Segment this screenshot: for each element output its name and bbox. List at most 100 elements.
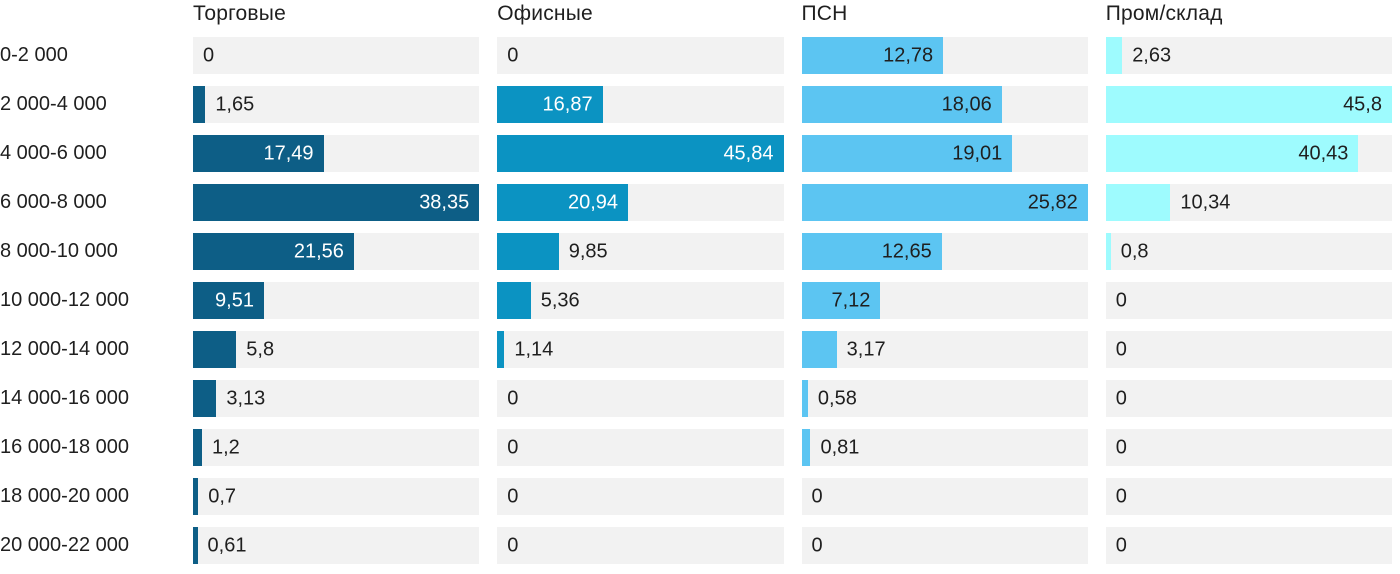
bar-value-label: 38,35 <box>419 191 470 213</box>
chart-row: 6 000-8 000 38,35 20,94 25,82 10,34 <box>0 184 1400 221</box>
bar <box>801 135 1013 172</box>
bar <box>1105 37 1123 74</box>
chart-row: 10 000-12 000 9,51 5,36 7,12 0 <box>0 282 1400 319</box>
bar-track: 19,01 <box>801 135 1088 172</box>
bar <box>193 478 199 515</box>
bar-value-label: 0,58 <box>817 387 857 409</box>
bar-track: 45,8 <box>1105 86 1392 123</box>
bar-track: 10,34 <box>1105 184 1392 221</box>
bar-value-label: 3,17 <box>846 338 886 360</box>
bar-value-label: 9,51 <box>215 289 254 311</box>
bar-track: 2,63 <box>1105 37 1392 74</box>
bar-track: 0 <box>497 37 784 74</box>
bar-value-label: 0 <box>811 534 823 556</box>
bar-value-label: 0,7 <box>208 485 237 507</box>
bar <box>801 86 1002 123</box>
bar <box>497 86 603 123</box>
bar-track: 0,81 <box>801 429 1088 466</box>
bar-value-label: 40,43 <box>1298 142 1349 164</box>
row-label: 0-2 000 <box>0 44 68 66</box>
row-label: 2 000-4 000 <box>0 93 107 115</box>
bar-track: 16,87 <box>497 86 784 123</box>
bar-track: 17,49 <box>193 135 480 172</box>
bar-value-label: 0 <box>507 485 519 507</box>
bar-track: 38,35 <box>193 184 480 221</box>
bar-value-label: 0 <box>507 387 519 409</box>
bar <box>193 86 206 123</box>
bar <box>1105 184 1171 221</box>
bar <box>193 184 480 221</box>
bar-track: 21,56 <box>193 233 480 270</box>
bar-value-label: 10,34 <box>1180 191 1231 213</box>
bar <box>1105 86 1392 123</box>
bar-value-label: 16,87 <box>542 93 593 115</box>
bar <box>193 233 354 270</box>
bar-track: 1,2 <box>193 429 480 466</box>
bar <box>801 429 811 466</box>
bar <box>193 135 324 172</box>
bar-track: 0 <box>1105 429 1392 466</box>
bar-value-label: 20,94 <box>567 191 619 213</box>
bar <box>1105 233 1111 270</box>
bar-track: 40,43 <box>1105 135 1392 172</box>
bar-track: 0 <box>497 527 784 564</box>
bar-value-label: 0 <box>1115 534 1127 556</box>
bar-track: 0 <box>801 478 1088 515</box>
bar-track: 12,65 <box>801 233 1088 270</box>
chart-row: 14 000-16 000 3,13 0 0,58 0 <box>0 380 1400 417</box>
bar <box>801 282 881 319</box>
chart-row: 20 000-22 000 0,61 0 0 0 <box>0 527 1400 564</box>
bar-value-label: 1,65 <box>215 93 255 115</box>
bar-track: 0 <box>497 380 784 417</box>
chart-row: 0-2 000 0 0 12,78 2,63 <box>0 37 1400 74</box>
bar <box>801 380 808 417</box>
bar <box>193 282 264 319</box>
bar-value-label: 18,06 <box>941 93 992 115</box>
bar-value-label: 12,78 <box>883 44 934 66</box>
bar-track: 0 <box>801 527 1088 564</box>
bar-value-label: 0 <box>1115 387 1127 409</box>
bar-value-label: 0 <box>507 436 519 458</box>
bar-value-label: 0,8 <box>1120 240 1149 262</box>
chart-row: 12 000-14 000 5,8 1,14 3,17 0 <box>0 331 1400 368</box>
chart-row: 18 000-20 000 0,7 0 0 0 <box>0 478 1400 515</box>
bar-value-label: 2,63 <box>1132 44 1172 66</box>
bar <box>801 37 944 74</box>
bar-track: 1,65 <box>193 86 480 123</box>
row-label: 8 000-10 000 <box>0 240 118 262</box>
bar-track: 12,78 <box>801 37 1088 74</box>
bar-track: 5,36 <box>497 282 784 319</box>
bar-track: 0,7 <box>193 478 480 515</box>
row-label: 14 000-16 000 <box>0 387 130 409</box>
bar-track: 3,13 <box>193 380 480 417</box>
bar <box>193 331 237 368</box>
row-label: 16 000-18 000 <box>0 436 130 458</box>
bar-value-label: 0 <box>1115 289 1127 311</box>
bar-track: 25,82 <box>801 184 1088 221</box>
bar <box>801 233 942 270</box>
bar-value-label: 12,65 <box>881 240 932 262</box>
bar <box>497 184 628 221</box>
bar-value-label: 0 <box>1115 338 1127 360</box>
bar-track: 0,8 <box>1105 233 1392 270</box>
bar-value-label: 0 <box>811 485 823 507</box>
bar <box>193 527 198 564</box>
bar-value-label: 17,49 <box>263 142 314 164</box>
bar-value-label: 9,85 <box>568 240 608 262</box>
bar-value-label: 19,01 <box>952 142 1003 164</box>
bar <box>801 184 1088 221</box>
row-label: 20 000-22 000 <box>0 534 130 556</box>
bar <box>497 233 559 270</box>
bar-track: 0 <box>1105 282 1392 319</box>
row-label: 6 000-8 000 <box>0 191 107 213</box>
column-header-psn: ПСН <box>801 2 848 25</box>
row-label: 12 000-14 000 <box>0 338 130 360</box>
bar-track: 9,51 <box>193 282 480 319</box>
bar-track: 18,06 <box>801 86 1088 123</box>
bar-track: 0 <box>1105 331 1392 368</box>
bar-value-label: 7,12 <box>831 289 871 311</box>
row-label: 18 000-20 000 <box>0 485 130 507</box>
bar-value-label: 21,56 <box>293 240 344 262</box>
bar-track: 0 <box>1105 527 1392 564</box>
column-header-industrial: Пром/склад <box>1105 2 1223 25</box>
